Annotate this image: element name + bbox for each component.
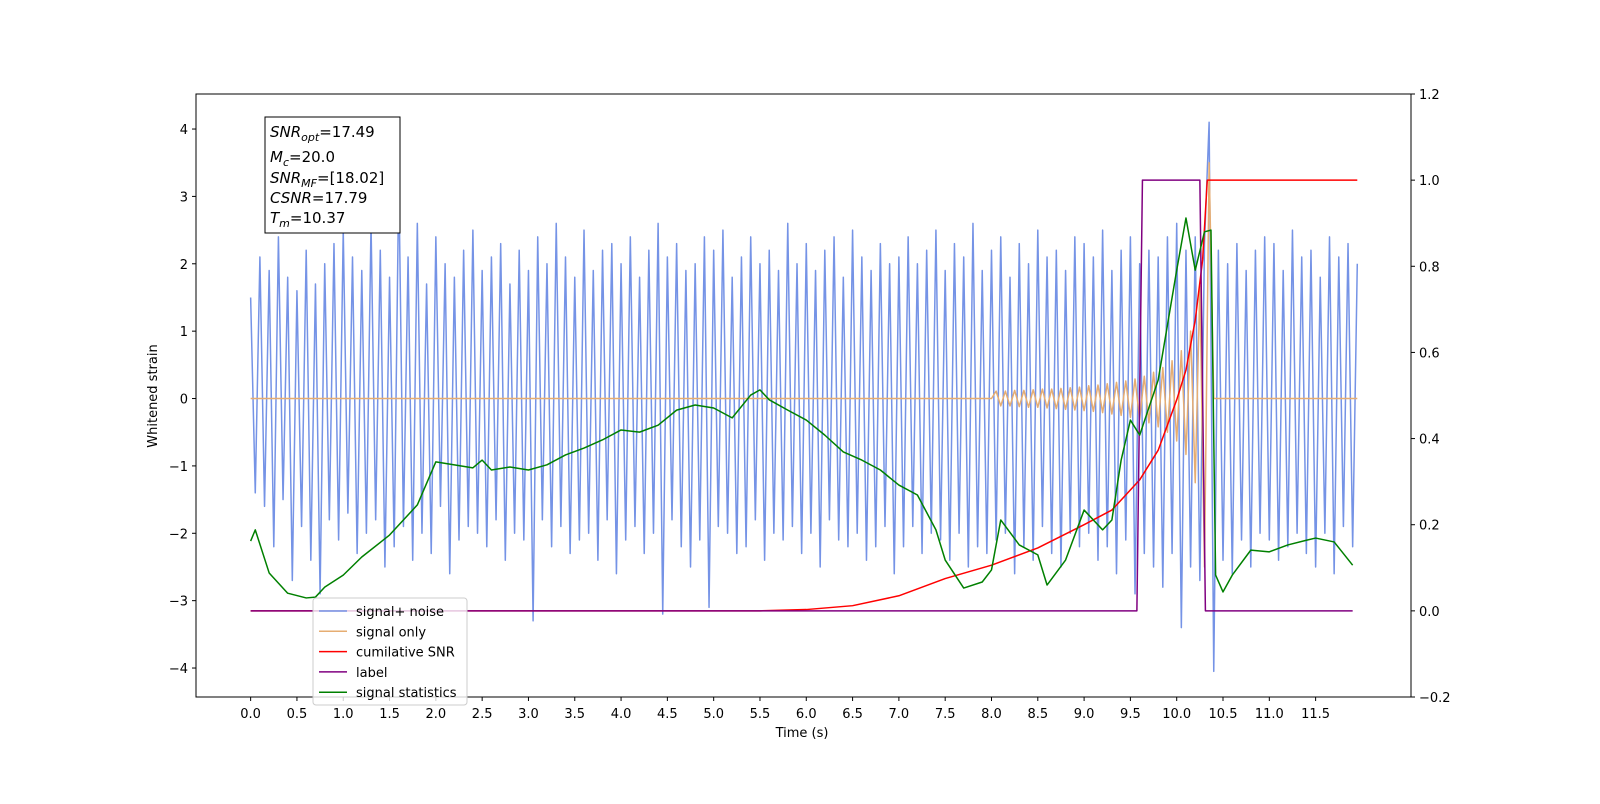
y-tick-label: −1	[169, 460, 188, 475]
x-tick-label: 3.5	[564, 707, 585, 722]
annotation-box	[264, 116, 401, 234]
x-tick-label: 0.0	[240, 707, 261, 722]
legend-label: signal+ noise	[356, 605, 444, 620]
x-tick-label: 6.0	[796, 707, 817, 722]
legend-label: signal statistics	[356, 686, 457, 701]
y-tick-label: −2	[169, 527, 188, 542]
y2-tick-label: 0.6	[1419, 346, 1440, 361]
x-tick-label: 3.0	[518, 707, 539, 722]
y2-tick-label: 1.0	[1419, 174, 1440, 189]
x-tick-label: 2.5	[472, 707, 493, 722]
y-tick-label: 3	[180, 190, 188, 205]
annotation-symbol: SNR	[270, 169, 301, 187]
x-tick-label: 1.0	[333, 707, 354, 722]
y-tick-label: 0	[180, 393, 188, 408]
annotation-symbol: SNR	[270, 123, 301, 141]
series-line	[250, 161, 1358, 568]
annotation-text: SNRopt=17.49	[270, 123, 375, 144]
annotation-value: =[18.02]	[317, 169, 384, 187]
legend-label: cumilative SNR	[356, 646, 455, 661]
annotation-subscript: opt	[301, 131, 320, 144]
x-tick-label: 5.0	[703, 707, 724, 722]
annotation-text: Mc=20.0	[270, 148, 335, 169]
annotation-text: SNRMF=[18.02]	[270, 169, 384, 190]
x-tick-label: 11.0	[1255, 707, 1284, 722]
x-tick-label: 8.0	[981, 707, 1002, 722]
y2-tick-label: 0.4	[1419, 433, 1440, 448]
y-tick-label: 1	[180, 325, 188, 340]
x-tick-label: 8.5	[1027, 707, 1048, 722]
x-tick-label: 6.5	[842, 707, 863, 722]
series-line	[250, 179, 1353, 612]
legend-label: signal only	[356, 625, 426, 640]
x-axis-label: Time (s)	[775, 726, 829, 741]
y-tick-label: 2	[180, 258, 188, 273]
annotation-symbol: CSNR	[270, 189, 312, 207]
annotation-symbol: T	[270, 209, 281, 227]
x-tick-label: 2.0	[426, 707, 447, 722]
y2-tick-label: −0.2	[1419, 691, 1451, 706]
y-tick-label: −4	[169, 662, 188, 677]
y-tick-label: 4	[180, 123, 188, 138]
x-tick-label: 7.0	[889, 707, 910, 722]
x-tick-label: 10.0	[1162, 707, 1191, 722]
annotation-value: =17.49	[319, 123, 375, 141]
series-line	[249, 121, 1359, 673]
annotation-value: =10.37	[290, 209, 346, 227]
annotation-text: CSNR=17.79	[270, 189, 367, 207]
plot-frame	[195, 93, 1412, 698]
y-axis-label: Whitened strain	[146, 344, 161, 447]
y2-tick-label: 0.8	[1419, 260, 1440, 275]
annotation-subscript: c	[283, 156, 289, 169]
x-tick-label: 4.5	[657, 707, 678, 722]
y-tick-label: −3	[169, 595, 188, 610]
annotation-value: =20.0	[289, 148, 335, 166]
x-tick-label: 11.5	[1301, 707, 1330, 722]
annotation-text: Tm=10.37	[270, 209, 345, 230]
annotation-value: =17.79	[312, 189, 368, 207]
y2-tick-label: 0.0	[1419, 605, 1440, 620]
x-tick-label: 4.0	[611, 707, 632, 722]
x-tick-label: 1.5	[379, 707, 400, 722]
annotation-symbol: M	[270, 148, 283, 166]
y2-tick-label: 0.2	[1419, 519, 1440, 534]
x-tick-label: 9.0	[1074, 707, 1095, 722]
legend-label: label	[356, 666, 387, 681]
series-line	[250, 179, 1358, 612]
x-tick-label: 9.5	[1120, 707, 1141, 722]
y2-tick-label: 1.2	[1419, 88, 1440, 103]
annotation-subscript: MF	[301, 177, 317, 190]
annotation-subscript: m	[279, 217, 290, 230]
x-tick-label: 7.5	[935, 707, 956, 722]
x-tick-label: 10.5	[1209, 707, 1238, 722]
x-tick-label: 0.5	[287, 707, 308, 722]
x-tick-label: 5.5	[750, 707, 771, 722]
series-line	[249, 217, 1354, 599]
legend-box	[312, 597, 468, 706]
